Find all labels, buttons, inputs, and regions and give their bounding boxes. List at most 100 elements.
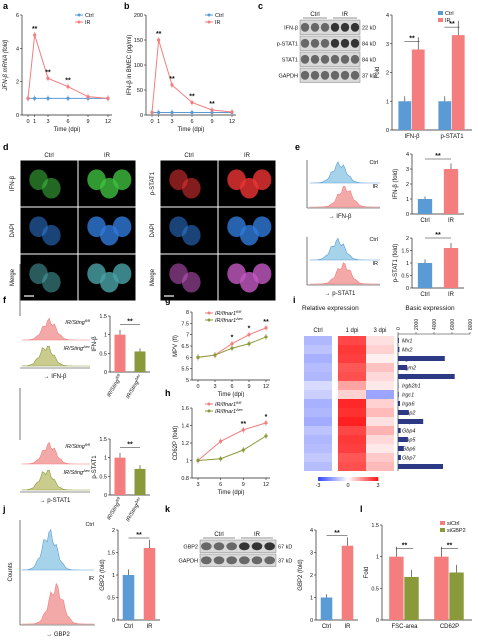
blot-band <box>300 70 310 80</box>
blot-band <box>226 556 237 565</box>
blot-band <box>330 54 340 64</box>
data-point <box>46 76 50 80</box>
heatmap-cell <box>304 345 332 354</box>
western-blot-c: Ctrl IR IFN-β 22 kD p-STAT1 84 kD STAT1 84 kD GA… <box>277 12 376 83</box>
legend-label: siCtrl <box>447 521 460 527</box>
basic-tick-label: 6000 <box>450 319 456 330</box>
cell-signal <box>252 169 272 191</box>
y-tick-label: 6 <box>186 355 189 361</box>
y-tick-label: 3 <box>406 167 409 173</box>
y-tick-label: 0 <box>406 286 409 292</box>
significance-mark: ** <box>156 31 162 38</box>
data-point <box>196 458 200 463</box>
colorbar-tick-label: -3 <box>316 483 321 489</box>
x-tick-label: 3 <box>170 119 173 125</box>
significance-mark: ** <box>449 21 455 28</box>
legend-label: Ctrl <box>445 11 454 17</box>
blot-band <box>340 38 350 48</box>
blot-band <box>330 22 340 32</box>
x-axis-label: → IFN-β <box>329 214 352 220</box>
blot-band <box>239 542 250 551</box>
basic-bar <box>398 365 407 370</box>
x-tick-label: 0 <box>150 119 153 125</box>
y-tick-label: 0 <box>406 212 409 218</box>
x-tick-label: 1 <box>157 119 160 125</box>
legend-label: IR/Ifnar1fl/fl <box>215 400 241 408</box>
y-axis-label: CD62P (fold) <box>173 426 179 461</box>
colorbar-step <box>336 477 339 481</box>
blot-band <box>264 542 275 551</box>
y-axis-label: p-STAT1 (fold) <box>393 244 399 282</box>
gene-label: Mx1 <box>402 339 412 345</box>
significance-mark: ** <box>263 319 269 326</box>
protein-label: STAT1 <box>282 58 298 64</box>
basic-tick-label: 8000 <box>468 319 474 330</box>
blot-band <box>320 54 330 64</box>
histogram-sting-ko <box>21 345 90 367</box>
data-point <box>190 110 194 115</box>
row-label: Merge <box>10 268 16 286</box>
row-label: p-STAT1 <box>150 171 156 195</box>
colorbar-tick-label: 0 <box>346 483 349 489</box>
colorbar-step <box>324 477 327 481</box>
row-label: Merge <box>150 268 156 286</box>
basic-tick-label: 4000 <box>432 319 438 330</box>
bar <box>449 572 464 620</box>
legend-swatch <box>438 11 443 15</box>
y-axis-label: IFN-β (fold) <box>393 169 399 199</box>
y-tick-label: 1.5 <box>107 551 115 557</box>
protein-label: GAPDH <box>178 559 198 565</box>
bar <box>404 576 419 620</box>
heatmap-cell <box>366 444 394 453</box>
blot-band <box>201 542 212 551</box>
significance-mark: * <box>248 326 251 333</box>
colorbar-step <box>356 477 359 481</box>
data-point <box>33 96 37 100</box>
y-tick-label: 1.5 <box>371 523 379 529</box>
legend-label: Ctrl <box>85 13 94 19</box>
heatmap-cell <box>338 381 366 390</box>
y-axis-label: IFN-β <box>92 336 98 352</box>
y-tick-label: 6 <box>16 13 19 19</box>
heatmap-cell <box>366 363 394 372</box>
blot-band <box>340 54 350 64</box>
heatmap-cell <box>304 390 332 399</box>
significance-mark: ** <box>32 26 38 33</box>
y-tick-label: 7.5 <box>181 321 189 327</box>
x-tick-label: 3 <box>213 384 216 390</box>
y-tick-label: 3 <box>310 551 313 557</box>
colorbar-step <box>350 477 353 481</box>
data-point <box>26 96 30 100</box>
histogram-label: IR/StingΔec <box>64 468 91 476</box>
bar <box>411 49 425 130</box>
data-point <box>230 346 234 350</box>
heatmap-cell <box>366 426 394 435</box>
heatmap-cell <box>338 372 366 381</box>
basic-expression-title: Basic expression <box>405 305 455 312</box>
heatmap-panel-i: Relative expression Basic expression Ctrl 1… <box>302 305 474 489</box>
y-tick-label: 0 <box>112 618 115 624</box>
blot-band <box>251 542 263 551</box>
blot-band <box>340 70 350 80</box>
column-label: 1 dpi <box>345 328 358 334</box>
line-chart-h: 0.8 1 1.2 1.4 1.6 CD62P (fold) 3 6 9 12 Time (dpi)… <box>173 400 270 496</box>
heatmap-cell <box>366 336 394 345</box>
y-tick-label: 100 <box>134 63 143 69</box>
kd-label: 84 kD <box>362 42 376 48</box>
y-tick-label: 0 <box>140 113 143 119</box>
y-tick-label: 0 <box>310 618 313 624</box>
row-label: IFN-β <box>10 175 16 191</box>
y-tick-label: 5.5 <box>181 367 189 373</box>
colorbar-step <box>372 477 375 481</box>
x-tick-label: FSC-area <box>391 624 418 630</box>
colorbar-step <box>374 477 377 481</box>
legend-label: IR <box>445 18 451 24</box>
bar <box>114 334 126 372</box>
x-tick-label: IR/StingΔec <box>124 496 144 523</box>
heatmap-cell <box>304 435 332 444</box>
colorbar-step <box>326 477 329 481</box>
blot-band <box>226 542 237 551</box>
blot-band <box>239 556 250 565</box>
panel-letter: e <box>295 142 300 152</box>
